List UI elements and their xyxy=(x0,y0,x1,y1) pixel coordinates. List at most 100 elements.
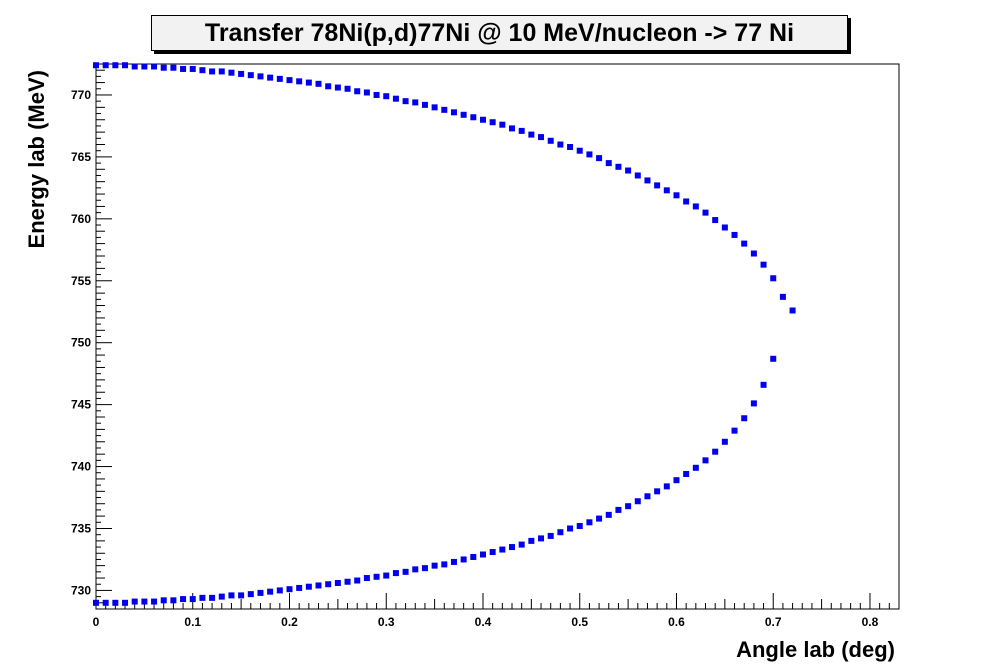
data-point xyxy=(421,565,428,572)
data-point xyxy=(180,596,187,603)
data-point xyxy=(663,187,670,194)
data-point xyxy=(286,586,293,593)
data-point xyxy=(180,65,187,72)
data-point xyxy=(450,109,457,116)
data-point xyxy=(479,551,486,558)
data-point xyxy=(567,525,574,532)
data-point xyxy=(615,163,622,170)
data-point xyxy=(509,544,516,551)
data-point xyxy=(373,573,380,580)
data-point xyxy=(760,261,767,268)
y-tick-label: 730 xyxy=(71,583,91,597)
data-point xyxy=(412,566,419,573)
data-point xyxy=(702,209,709,216)
data-point xyxy=(228,592,235,599)
data-point xyxy=(692,203,699,210)
data-point xyxy=(209,68,216,75)
data-point xyxy=(267,588,274,595)
data-point xyxy=(557,529,564,536)
y-tick-label: 755 xyxy=(71,274,91,288)
data-point xyxy=(412,99,419,106)
data-point xyxy=(93,599,99,606)
data-point xyxy=(141,598,148,605)
chart-title: Transfer 78Ni(p,d)77Ni @ 10 MeV/nucleon … xyxy=(151,15,848,51)
data-point xyxy=(731,427,738,434)
data-point xyxy=(605,160,612,167)
data-point xyxy=(160,64,167,71)
data-point xyxy=(305,79,312,86)
x-tick-label: 0.4 xyxy=(475,615,492,629)
data-point xyxy=(257,589,264,596)
data-point xyxy=(702,457,709,464)
data-point xyxy=(141,63,148,70)
data-point xyxy=(228,69,235,76)
data-point xyxy=(131,598,138,605)
x-tick-label: 0.1 xyxy=(184,615,201,629)
data-point xyxy=(402,98,409,105)
data-point xyxy=(528,537,535,544)
data-point xyxy=(151,598,158,605)
data-point xyxy=(218,68,225,75)
data-point xyxy=(286,77,293,84)
data-point xyxy=(470,114,477,121)
data-point xyxy=(170,64,177,71)
data-point xyxy=(170,597,177,604)
data-point xyxy=(615,506,622,513)
plot-frame xyxy=(95,63,900,610)
data-point xyxy=(383,93,390,100)
data-point xyxy=(93,62,99,69)
data-point xyxy=(644,177,651,184)
data-point xyxy=(596,155,603,162)
data-point xyxy=(673,477,680,484)
data-point xyxy=(634,498,641,505)
data-point xyxy=(431,562,438,569)
data-point xyxy=(770,355,777,362)
data-point xyxy=(721,438,728,445)
data-point xyxy=(257,73,264,80)
x-tick-label: 0.7 xyxy=(765,615,782,629)
data-point xyxy=(102,599,109,606)
data-point xyxy=(354,577,361,584)
data-point xyxy=(509,125,516,132)
data-point xyxy=(392,95,399,102)
y-tick-label: 760 xyxy=(71,212,91,226)
data-point xyxy=(112,599,119,606)
data-point xyxy=(325,581,332,588)
data-point xyxy=(625,167,632,174)
data-point xyxy=(441,561,448,568)
data-point xyxy=(557,141,564,148)
data-point xyxy=(770,275,777,282)
data-point xyxy=(489,119,496,126)
data-point xyxy=(499,121,506,128)
data-point xyxy=(547,532,554,539)
data-point xyxy=(741,240,748,247)
data-point xyxy=(247,591,254,598)
data-point xyxy=(518,541,525,548)
x-tick-label: 0 xyxy=(93,615,100,629)
data-point xyxy=(712,448,719,455)
data-point xyxy=(402,568,409,575)
data-point xyxy=(247,72,254,79)
data-point xyxy=(518,127,525,134)
y-tick-label: 745 xyxy=(71,398,91,412)
data-point xyxy=(760,381,767,388)
x-tick-label: 0.2 xyxy=(281,615,298,629)
data-point xyxy=(586,519,593,526)
data-point xyxy=(199,67,206,74)
data-point xyxy=(421,101,428,108)
x-tick-label: 0.5 xyxy=(571,615,588,629)
data-point xyxy=(218,593,225,600)
data-point xyxy=(731,231,738,238)
data-point xyxy=(576,147,583,154)
data-point xyxy=(189,596,196,603)
data-point xyxy=(334,579,341,586)
data-point xyxy=(238,592,245,599)
data-point xyxy=(692,464,699,471)
data-point xyxy=(238,70,245,77)
data-point xyxy=(741,415,748,422)
data-point xyxy=(654,488,661,495)
data-point xyxy=(102,62,109,69)
y-tick-label: 740 xyxy=(71,460,91,474)
data-point xyxy=(122,62,129,69)
